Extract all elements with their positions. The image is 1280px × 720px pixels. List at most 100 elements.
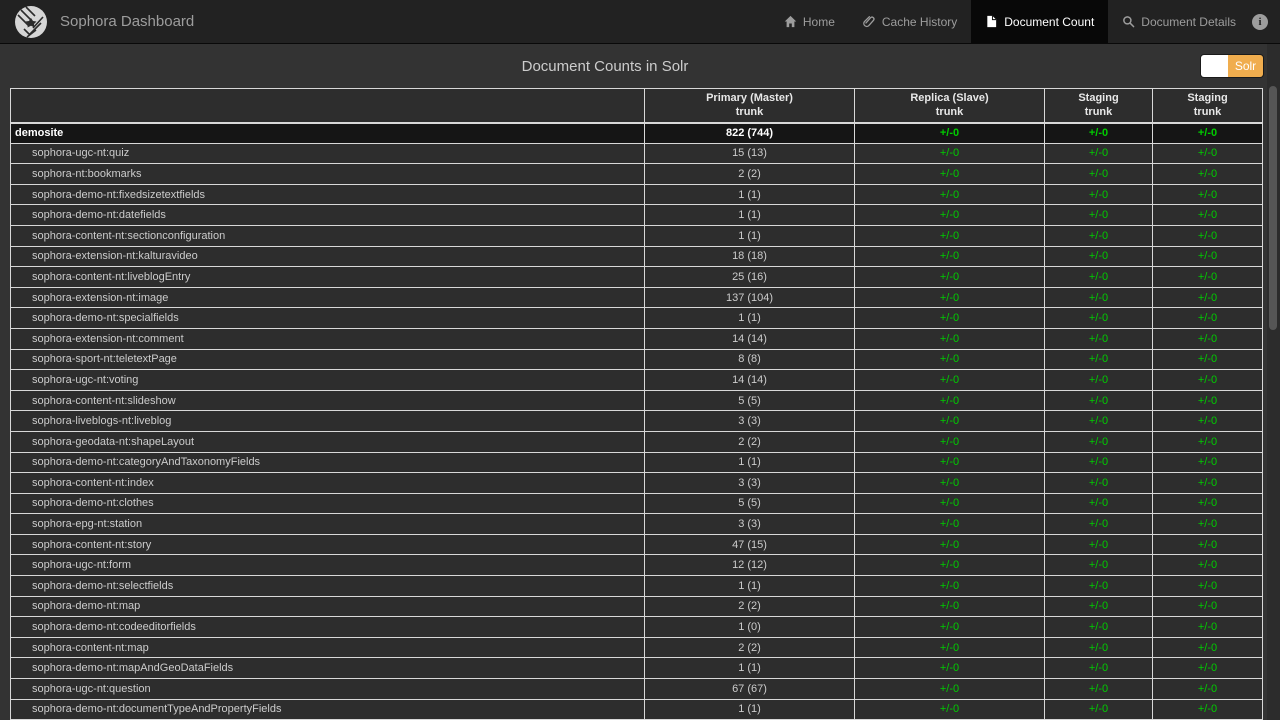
doc-type-label: sophora-ugc-nt:quiz bbox=[10, 142, 645, 165]
delta-value: +/-0 bbox=[854, 657, 1045, 680]
doc-type-label: sophora-nt:bookmarks bbox=[10, 163, 645, 185]
delta-value: +/-0 bbox=[1152, 698, 1263, 720]
doc-type-label: sophora-ugc-nt:voting bbox=[10, 369, 645, 391]
delta-value: +/-0 bbox=[1044, 183, 1153, 206]
delta-value: +/-0 bbox=[1152, 533, 1263, 556]
table-row: sophora-extension-nt:image 137 (104) +/-0 +… bbox=[10, 286, 1263, 309]
table-row: sophora-extension-nt:kalturavideo 18 (18)… bbox=[10, 245, 1263, 268]
delta-value: +/-0 bbox=[1044, 369, 1153, 391]
doc-type-label: sophora-extension-nt:kalturavideo bbox=[10, 245, 645, 268]
doc-type-label: sophora-demo-nt:fixedsizetextfields bbox=[10, 183, 645, 206]
toggle-on-label: Solr bbox=[1228, 55, 1263, 77]
table-row: sophora-epg-nt:station 3 (3) +/-0 +/-0 +/-0 bbox=[10, 513, 1263, 535]
delta-value: +/-0 bbox=[1044, 575, 1153, 597]
document-icon bbox=[987, 15, 997, 28]
primary-count: 5 (5) bbox=[644, 389, 855, 412]
delta-value: +/-0 bbox=[1044, 595, 1153, 618]
nav-item-home[interactable]: Home bbox=[770, 0, 849, 43]
nav-item-label: Cache History bbox=[881, 14, 958, 29]
doc-type-label: sophora-content-nt:sectionconfiguration bbox=[10, 224, 645, 247]
primary-count: 14 (14) bbox=[644, 369, 855, 391]
table-row: sophora-ugc-nt:quiz 15 (13) +/-0 +/-0 +/-0 bbox=[10, 142, 1263, 165]
table-row: sophora-demo-nt:specialfields 1 (1) +/-0 +/… bbox=[10, 307, 1263, 329]
delta-value: +/-0 bbox=[854, 698, 1045, 720]
table-row: sophora-demo-nt:datefields 1 (1) +/-0 +/-0 +… bbox=[10, 204, 1263, 226]
table-row: sophora-content-nt:map 2 (2) +/-0 +/-0 +/-0 bbox=[10, 636, 1263, 659]
nav-item-cache-history[interactable]: Cache History bbox=[849, 0, 971, 43]
delta-value: +/-0 bbox=[1152, 327, 1263, 350]
delta-value: +/-0 bbox=[854, 595, 1045, 618]
table-row: sophora-demo-nt:codeeditorfields 1 (0) +/-… bbox=[10, 616, 1263, 638]
page-title: Document Counts in Solr bbox=[521, 57, 689, 75]
nav-item-document-count[interactable]: Document Count bbox=[971, 0, 1109, 43]
doc-type-label: sophora-extension-nt:comment bbox=[10, 327, 645, 350]
primary-count: 8 (8) bbox=[644, 348, 855, 371]
delta-value: +/-0 bbox=[854, 533, 1045, 556]
nav-item-label: Document Details bbox=[1141, 14, 1236, 29]
delta-value: +/-0 bbox=[1152, 410, 1263, 432]
doc-type-label: sophora-demo-nt:documentTypeAndPropertyF… bbox=[10, 698, 645, 720]
delta-value: +/-0 bbox=[1044, 513, 1153, 535]
delta-value: +/-0 bbox=[1044, 286, 1153, 309]
delta-value: +/-0 bbox=[854, 307, 1045, 329]
doc-type-label: sophora-demo-nt:datefields bbox=[10, 204, 645, 226]
delta-value: +/-0 bbox=[1152, 163, 1263, 185]
delta-value: +/-0 bbox=[854, 142, 1045, 165]
primary-count: 137 (104) bbox=[644, 286, 855, 309]
primary-count: 1 (1) bbox=[644, 183, 855, 206]
delta-value: +/-0 bbox=[1044, 678, 1153, 700]
delta-value: +/-0 bbox=[1044, 348, 1153, 371]
delta-value: +/-0 bbox=[1044, 636, 1153, 659]
table-row: demosite 822 (744) +/-0 +/-0 +/-0 bbox=[10, 122, 1263, 144]
paperclip-icon bbox=[863, 16, 875, 28]
primary-count: 2 (2) bbox=[644, 430, 855, 453]
primary-count: 1 (0) bbox=[644, 616, 855, 638]
header-staging-2: Staging trunk bbox=[1152, 88, 1263, 124]
delta-value: +/-0 bbox=[1044, 266, 1153, 288]
nav-items: Home Cache History Document Count Docume… bbox=[770, 0, 1280, 43]
delta-value: +/-0 bbox=[1152, 286, 1263, 309]
delta-value: +/-0 bbox=[1152, 492, 1263, 515]
doc-type-label: sophora-ugc-nt:form bbox=[10, 554, 645, 577]
primary-count: 822 (744) bbox=[644, 122, 855, 144]
delta-value: +/-0 bbox=[1152, 451, 1263, 474]
solr-toggle-switch[interactable]: Solr bbox=[1200, 54, 1264, 78]
primary-count: 5 (5) bbox=[644, 492, 855, 515]
info-button[interactable]: i bbox=[1250, 0, 1280, 43]
delta-value: +/-0 bbox=[1152, 472, 1263, 494]
table-row: sophora-demo-nt:documentTypeAndPropertyF… bbox=[10, 698, 1263, 720]
delta-value: +/-0 bbox=[1044, 451, 1153, 474]
doc-type-label: sophora-content-nt:story bbox=[10, 533, 645, 556]
title-row: Document Counts in Solr bbox=[0, 44, 1210, 88]
primary-count: 2 (2) bbox=[644, 636, 855, 659]
doc-count-table-body: demosite 822 (744) +/-0 +/-0 +/-0 sophora-ugc… bbox=[10, 122, 1263, 720]
header-doc-type bbox=[10, 88, 645, 124]
brand-link[interactable]: Sophora Dashboard bbox=[0, 0, 208, 43]
doc-type-label: sophora-demo-nt:categoryAndTaxonomyField… bbox=[10, 451, 645, 474]
delta-value: +/-0 bbox=[854, 554, 1045, 577]
table-row: sophora-content-nt:sectionconfiguration 1… bbox=[10, 224, 1263, 247]
delta-value: +/-0 bbox=[854, 410, 1045, 432]
table-row: sophora-content-nt:slideshow 5 (5) +/-0 +/-… bbox=[10, 389, 1263, 412]
table-row: sophora-ugc-nt:question 67 (67) +/-0 +/-0 +/… bbox=[10, 678, 1263, 700]
delta-value: +/-0 bbox=[1152, 678, 1263, 700]
doc-type-label: sophora-demo-nt:specialfields bbox=[10, 307, 645, 329]
delta-value: +/-0 bbox=[1044, 327, 1153, 350]
primary-count: 12 (12) bbox=[644, 554, 855, 577]
nav-item-document-details[interactable]: Document Details bbox=[1108, 0, 1250, 43]
document-count-table: Primary (Master) trunk Replica (Slave) tru… bbox=[10, 88, 1263, 720]
delta-value: +/-0 bbox=[854, 451, 1045, 474]
delta-value: +/-0 bbox=[854, 678, 1045, 700]
delta-value: +/-0 bbox=[1152, 307, 1263, 329]
delta-value: +/-0 bbox=[1044, 122, 1153, 144]
delta-value: +/-0 bbox=[1044, 410, 1153, 432]
sophora-logo-icon bbox=[15, 5, 47, 38]
scrollbar-thumb[interactable] bbox=[1269, 86, 1277, 330]
delta-value: +/-0 bbox=[1152, 595, 1263, 618]
primary-count: 1 (1) bbox=[644, 698, 855, 720]
delta-value: +/-0 bbox=[1044, 657, 1153, 680]
header-replica-slave: Replica (Slave) trunk bbox=[854, 88, 1045, 124]
table-row: sophora-content-nt:story 47 (15) +/-0 +/-0 +… bbox=[10, 533, 1263, 556]
table-row: sophora-nt:bookmarks 2 (2) +/-0 +/-0 +/-0 bbox=[10, 163, 1263, 185]
scrollbar-track[interactable] bbox=[1267, 44, 1280, 720]
